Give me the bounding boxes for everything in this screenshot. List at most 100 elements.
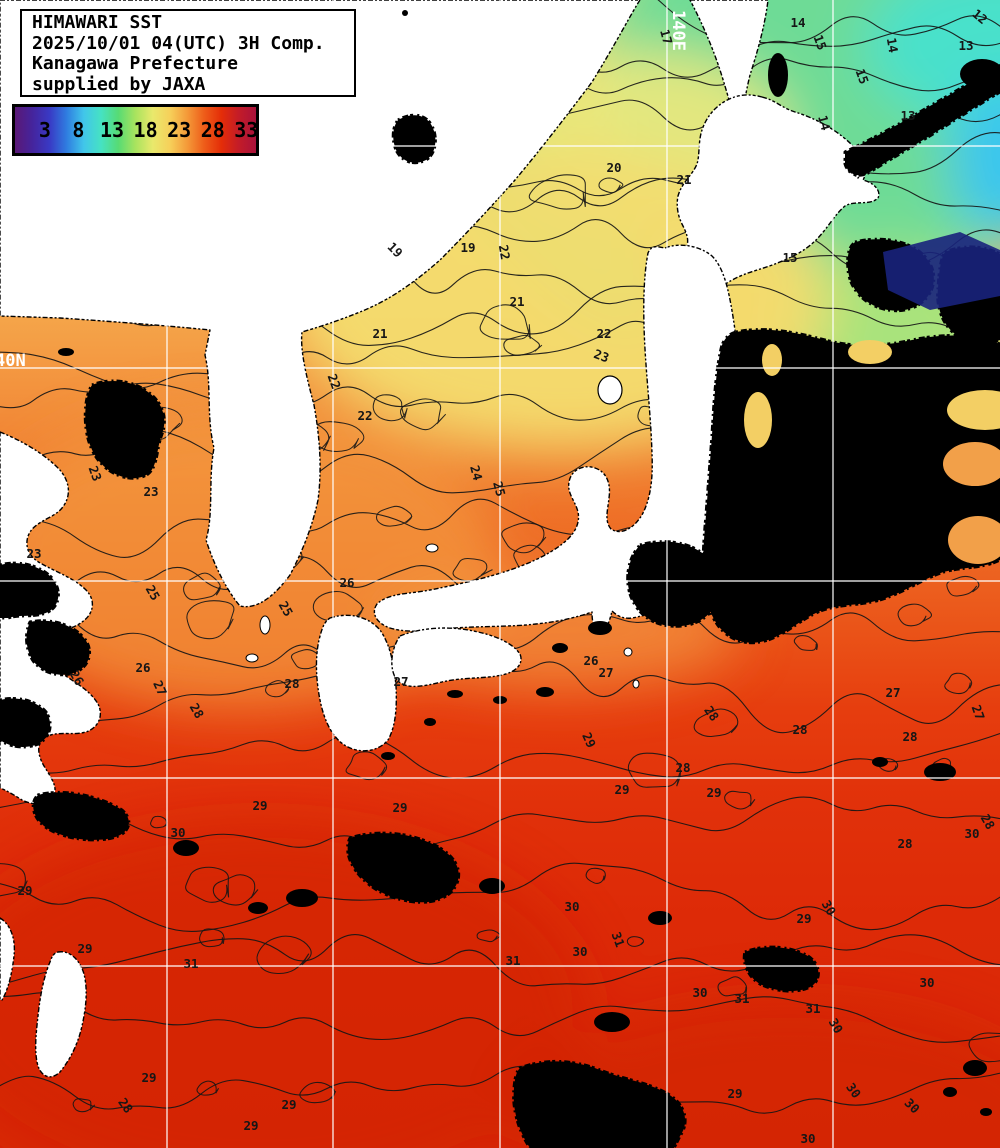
cloud-speck — [248, 902, 268, 914]
contour-value-label: 17 — [657, 28, 675, 46]
contour-value-label: 27 — [969, 703, 988, 722]
navy-cold-streak — [883, 232, 1000, 310]
cloud-sakhalin-east — [768, 53, 788, 97]
contour-value-label: 29 — [579, 730, 599, 750]
cloud-speck — [588, 621, 612, 635]
cloud-yellowsea-blob — [83, 379, 166, 480]
contour-value-label: 25 — [276, 598, 297, 619]
contour-value-label: 29 — [141, 1070, 156, 1085]
contour-value-label: 27 — [885, 685, 900, 700]
contour-value-label: 31 — [609, 930, 628, 949]
contour-value-label: 30 — [692, 985, 707, 1000]
cloud-chinacoast-1 — [0, 561, 60, 620]
scale-tick-label: 8 — [72, 118, 85, 142]
cloud-speck — [58, 348, 74, 356]
contour-value-label: 28 — [978, 811, 999, 832]
title-box: HIMAWARI SST 2025/10/01 04(UTC) 3H Comp.… — [20, 9, 356, 97]
contour-value-label: 28 — [792, 722, 807, 737]
cloud-hole-patches — [744, 340, 1000, 564]
contour-value-label: 29 — [243, 1118, 258, 1133]
cloud-speck — [286, 889, 318, 907]
cloud-kuroshio-blob — [742, 945, 820, 993]
scale-tick-label: 23 — [167, 118, 192, 142]
cloud-speck — [424, 718, 436, 726]
island-oki — [425, 543, 439, 553]
contour-value-label: 21 — [372, 326, 387, 341]
cloud-speck — [924, 763, 956, 781]
contour-value-label: 26 — [135, 660, 150, 675]
contour-value-label: 28 — [902, 729, 917, 744]
scale-tick-label: 28 — [200, 118, 225, 142]
contour-value-label: 22 — [496, 243, 513, 260]
temperature-scale-bar: 3 8 13 18 23 28 33 — [12, 104, 259, 156]
cloud-dot — [402, 10, 408, 16]
contour-value-label: 13 — [958, 38, 973, 53]
cloud-okhotsk-corner — [960, 59, 1000, 89]
timestamp: 2025/10/01 04(UTC) 3H Comp. — [32, 32, 325, 54]
contour-value-label: 23 — [26, 546, 41, 561]
contour-value-label: 28 — [115, 1095, 136, 1116]
island-tsushima — [259, 615, 271, 635]
contour-value-label: 22 — [357, 408, 372, 423]
contour-value-label: 19 — [460, 240, 475, 255]
cloud-mass-west-arm — [626, 540, 722, 628]
cloud-speck — [872, 757, 888, 767]
contour-value-label: 29 — [17, 883, 32, 898]
contour-value-label: 14 — [884, 36, 901, 53]
contour-value-label: 28 — [187, 700, 208, 721]
island-izu-2 — [632, 679, 640, 689]
contour-value-label: 12 — [969, 6, 990, 27]
contour-value-label: 29 — [614, 782, 629, 797]
contour-value-label: 30 — [819, 897, 840, 918]
cloud-speck — [552, 643, 568, 653]
contour-value-label: 29 — [796, 911, 811, 926]
contour-value-label: 30 — [572, 944, 587, 959]
contour-value-label: 25 — [490, 480, 508, 498]
contour-value-label: 29 — [281, 1097, 296, 1112]
scale-tick-label: 3 — [38, 118, 51, 142]
contour-value-label: 15 — [782, 250, 797, 265]
contour-value-label: 13 — [900, 108, 915, 123]
region-name: Kanagawa Prefecture — [32, 53, 238, 74]
contour-value-label: 14 — [815, 114, 833, 132]
scale-tick-label: 13 — [99, 118, 125, 142]
contour-value-label: 30 — [170, 825, 185, 840]
contour-value-label: 30 — [964, 826, 979, 841]
contour-value-label: 15 — [811, 33, 830, 52]
cloud-speck — [980, 1108, 992, 1116]
contour-value-label: 20 — [606, 160, 621, 175]
contour-value-label: 21 — [509, 294, 524, 309]
scale-tick-label: 33 — [234, 118, 259, 142]
cloud-midleft-blob — [346, 831, 461, 904]
cloud-hole — [744, 392, 772, 448]
land-shikoku — [391, 627, 522, 688]
contour-value-label: 31 — [183, 956, 198, 971]
cloud-kuril-band — [843, 62, 1000, 177]
cloud-hole — [762, 344, 782, 376]
cloud-speck — [447, 690, 463, 698]
cloud-chinacoast-4 — [31, 791, 131, 842]
contour-value-label: 29 — [77, 941, 92, 956]
scale-tick-label: 18 — [133, 118, 158, 142]
cloud-speck — [381, 752, 395, 760]
cloud-chinacoast-2 — [25, 619, 92, 677]
contour-value-label: 23 — [592, 346, 611, 365]
contour-value-label: 29 — [706, 785, 721, 800]
contour-value-label: 31 — [505, 953, 520, 968]
contour-value-label: 29 — [727, 1086, 742, 1101]
contour-value-label: 27 — [598, 665, 613, 680]
contour-value-label: 23 — [86, 464, 105, 483]
cloud-main-mass — [701, 328, 1000, 645]
contour-value-label: 28 — [284, 676, 299, 691]
contour-value-label: 14 — [790, 15, 805, 30]
cloud-speck — [479, 878, 505, 894]
product-title: HIMAWARI SST — [32, 12, 163, 33]
island-goto — [245, 653, 259, 663]
cloud-hole — [948, 516, 1000, 564]
latitude-label: 40N — [0, 351, 26, 371]
contour-value-label: 30 — [843, 1080, 864, 1101]
contour-value-label: 22 — [596, 326, 611, 341]
credit: supplied by JAXA — [32, 73, 206, 95]
